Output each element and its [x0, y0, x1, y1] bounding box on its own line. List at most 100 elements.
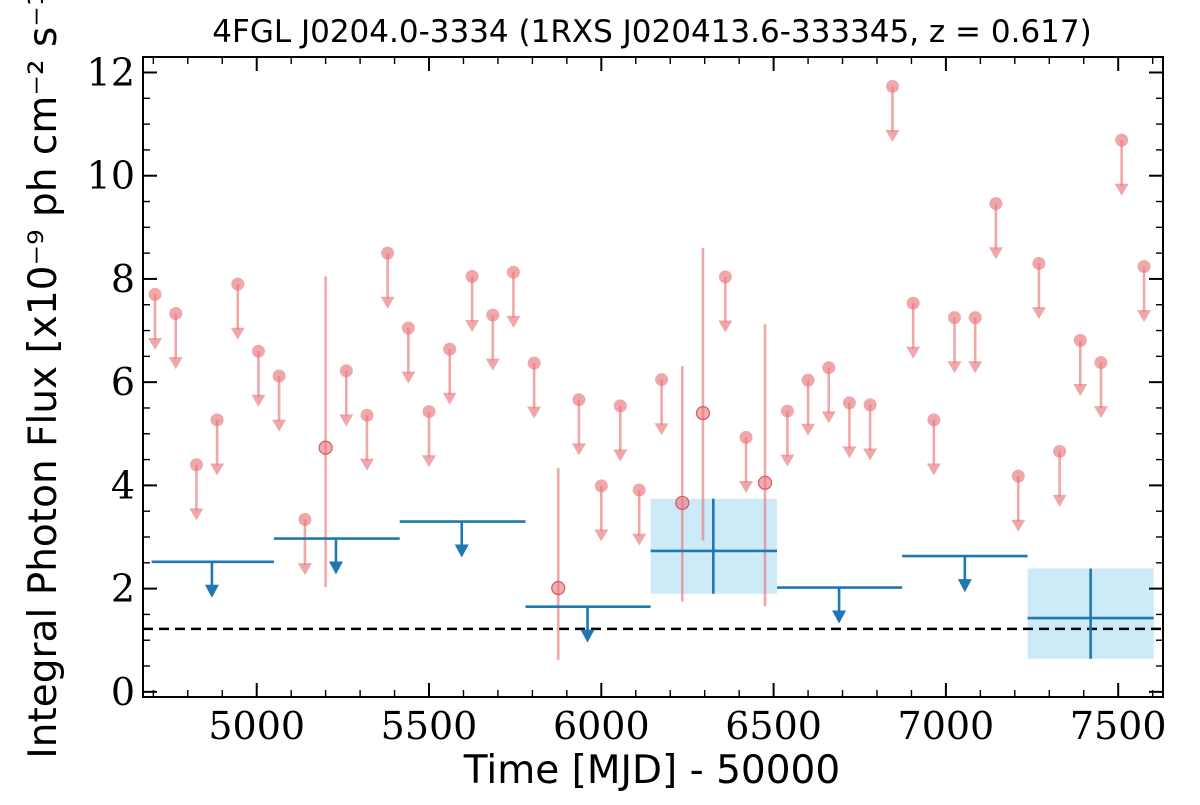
fine-upper-limit-marker-12: [422, 405, 436, 419]
fine-upper-limit-arrowhead-3: [210, 463, 225, 476]
x-tick-label-0: 5000: [208, 704, 305, 748]
fine-upper-limit-arrowhead-4: [230, 327, 245, 340]
fine-upper-limit-arrowhead-29: [863, 448, 878, 461]
fine-upper-limit-29: [863, 398, 878, 461]
coarse-upper-limit-arrowhead-1: [328, 561, 343, 575]
fine-upper-limit-marker-23: [718, 270, 732, 284]
fine-upper-limit-arrowhead-30: [885, 130, 900, 143]
y-tick-label-4: 8: [111, 257, 135, 301]
fine-upper-limit-marker-39: [1073, 333, 1087, 347]
fine-detection-2: [675, 366, 690, 602]
fine-upper-limit-marker-21: [632, 483, 646, 497]
fine-upper-limit-31: [906, 296, 921, 359]
fine-upper-limit-marker-32: [927, 413, 941, 427]
fine-upper-limit-arrowhead-8: [339, 414, 354, 427]
fine-upper-limit-marker-36: [1011, 469, 1025, 483]
fine-upper-limit-marker-0: [148, 287, 162, 301]
fine-upper-limit-marker-4: [231, 277, 245, 291]
fine-upper-limit-marker-19: [594, 479, 608, 493]
fine-upper-limit-marker-38: [1053, 444, 1067, 458]
fine-upper-limit-35: [988, 197, 1003, 260]
y-tick-label-1: 2: [111, 567, 135, 611]
fine-upper-limit-marker-5: [251, 344, 265, 358]
fine-upper-limit-marker-11: [401, 321, 415, 335]
y-tick-label-6: 12: [87, 50, 135, 94]
fine-upper-limit-marker-16: [506, 265, 520, 279]
fine-upper-limit-marker-26: [801, 373, 815, 387]
x-tick-label-5: 7500: [1070, 704, 1167, 748]
fine-upper-limit-36: [1011, 469, 1026, 532]
fine-upper-limit-0: [148, 287, 163, 351]
fine-upper-limit-marker-15: [486, 308, 500, 322]
coarse-upper-limit-arrowhead-2: [454, 544, 469, 558]
fine-upper-limit-arrowhead-27: [821, 411, 836, 424]
fine-upper-limit-arrowhead-22: [654, 423, 669, 436]
fine-upper-limit-arrowhead-32: [926, 463, 941, 476]
fine-upper-limit-arrowhead-2: [189, 508, 204, 521]
fine-upper-limit-marker-30: [885, 79, 899, 93]
fine-upper-limit-arrowhead-36: [1011, 519, 1026, 532]
fine-upper-limit-20: [613, 399, 628, 462]
fine-upper-limit-arrowhead-13: [442, 392, 457, 405]
fine-detection-marker-2: [675, 495, 690, 511]
fine-upper-limit-arrowhead-34: [968, 361, 983, 374]
fine-upper-limit-arrowhead-42: [1137, 310, 1152, 323]
fine-upper-limit-marker-1: [169, 307, 183, 321]
fine-detection-1: [551, 467, 566, 660]
fine-upper-limit-5: [251, 344, 266, 407]
x-tick-label-1: 5500: [381, 704, 478, 748]
fine-upper-limit-marker-34: [968, 311, 982, 325]
fine-upper-limit-arrowhead-18: [571, 443, 586, 456]
coarse-upper-limit-arrowhead-0: [204, 584, 219, 598]
fine-upper-limit-arrowhead-20: [613, 449, 628, 462]
fine-upper-limit-arrowhead-11: [401, 371, 416, 384]
fine-upper-limit-25: [780, 404, 795, 467]
x-tick-label-2: 6000: [553, 704, 650, 748]
fine-upper-limit-12: [422, 405, 437, 468]
fine-upper-limit-9: [359, 408, 374, 471]
fine-upper-limit-arrowhead-21: [632, 533, 647, 546]
fine-upper-limit-marker-17: [527, 356, 541, 370]
fine-upper-limit-marker-28: [842, 396, 856, 410]
fine-upper-limit-marker-22: [655, 373, 669, 387]
fine-upper-limit-34: [968, 311, 983, 374]
fine-detection-marker-0: [318, 440, 333, 455]
fine-upper-limit-arrowhead-26: [801, 423, 816, 436]
coarse-upper-limit-arrowhead-5: [957, 579, 972, 593]
fine-upper-limit-arrowhead-14: [465, 319, 480, 332]
fine-upper-limit-23: [718, 270, 733, 333]
coarse-upper-limit-1: [273, 537, 400, 575]
fine-upper-limit-marker-41: [1115, 133, 1129, 147]
fine-upper-limit-marker-20: [613, 399, 627, 413]
fine-upper-limit-18: [571, 393, 586, 456]
fine-upper-limit-arrowhead-12: [422, 455, 437, 468]
fine-upper-limit-22: [654, 373, 669, 436]
fine-upper-limit-arrowhead-40: [1093, 406, 1108, 419]
fine-upper-limit-14: [465, 269, 480, 332]
fine-upper-limit-arrowhead-39: [1073, 383, 1088, 396]
fine-detection-3: [695, 247, 711, 541]
fine-upper-limit-arrowhead-23: [718, 320, 733, 333]
fine-detection-marker-1: [551, 580, 566, 596]
fine-upper-limit-marker-9: [360, 408, 374, 422]
fine-upper-limit-39: [1073, 333, 1088, 396]
coarse-upper-limit-3: [525, 605, 651, 643]
y-tick-label-5: 10: [87, 154, 135, 198]
fine-upper-limit-arrowhead-33: [947, 361, 962, 374]
x-axis-label: Time [MJD] - 50000: [463, 748, 840, 793]
x-tick-label-3: 6500: [725, 704, 822, 748]
coarse-upper-limit-2: [399, 520, 526, 558]
fine-upper-limit-26: [801, 373, 816, 436]
y-axis-label: Integral Photon Flux [x10⁻⁹ ph cm⁻² s⁻¹]: [21, 0, 66, 759]
fine-upper-limit-38: [1052, 444, 1067, 507]
fine-upper-limit-arrowhead-17: [527, 406, 542, 419]
fine-upper-limit-11: [401, 321, 416, 384]
y-tick-label-2: 4: [111, 463, 135, 507]
fine-detection-marker-3: [695, 406, 711, 421]
fine-upper-limit-marker-35: [989, 197, 1003, 211]
fine-upper-limit-6: [272, 369, 287, 432]
coarse-upper-limit-arrowhead-3: [580, 629, 595, 643]
fine-upper-limit-arrowhead-5: [251, 394, 266, 407]
fine-upper-limit-marker-3: [210, 413, 224, 427]
fine-upper-limit-arrowhead-37: [1031, 307, 1046, 320]
